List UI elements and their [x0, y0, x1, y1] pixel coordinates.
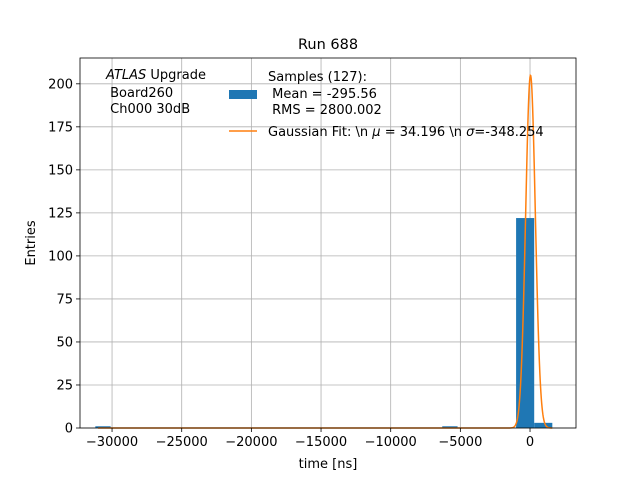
y-tick-label-1: 25 [56, 378, 73, 393]
annotation-line-1: ATLAS Upgrade [105, 68, 206, 83]
histogram-bar-3 [534, 422, 553, 428]
y-tick-label-5: 125 [48, 206, 73, 221]
y-axis-label: Entries [24, 220, 39, 266]
y-axis-ticks: 0 25 50 75 100 125 150 175 200 [48, 77, 80, 437]
y-tick-label-8: 200 [48, 77, 73, 92]
legend-samples-line-1: Samples (127): [268, 70, 367, 85]
chart-title: Run 688 [298, 37, 358, 53]
y-tick-label-4: 100 [48, 249, 73, 264]
atlas-annotation: ATLAS Upgrade Board260 Ch000 30dB [105, 68, 206, 117]
legend: Samples (127): Mean = -295.56 RMS = 2800… [229, 70, 544, 140]
legend-samples-line-3: RMS = 2800.002 [268, 103, 382, 118]
x-tick-label-0: −30000 [86, 435, 138, 450]
x-axis-ticks: −30000 −25000 −20000 −15000 −10000 −5000 0 [86, 428, 534, 450]
histogram-bar-0 [95, 426, 111, 428]
x-tick-label-1: −25000 [156, 435, 208, 450]
x-tick-label-2: −20000 [225, 435, 277, 450]
y-tick-label-0: 0 [65, 422, 73, 437]
annotation-line-3: Ch000 30dB [106, 102, 190, 117]
x-tick-label-5: −5000 [438, 435, 482, 450]
histogram-bar-1 [442, 426, 458, 428]
legend-samples-swatch [229, 90, 257, 99]
x-axis-label: time [ns] [299, 457, 358, 472]
x-tick-label-6: 0 [526, 435, 534, 450]
y-tick-label-3: 75 [56, 292, 73, 307]
y-tick-label-6: 150 [48, 163, 73, 178]
y-tick-label-7: 175 [48, 120, 73, 135]
annotation-line-2: Board260 [106, 86, 173, 101]
legend-samples-line-2: Mean = -295.56 [268, 87, 377, 102]
y-tick-label-2: 50 [56, 335, 73, 350]
x-tick-label-3: −15000 [295, 435, 347, 450]
legend-fit-label: Gaussian Fit: \n μ = 34.196 \n σ=-348.25… [268, 125, 544, 140]
plot-frame [79, 57, 577, 429]
x-tick-label-4: −10000 [365, 435, 417, 450]
